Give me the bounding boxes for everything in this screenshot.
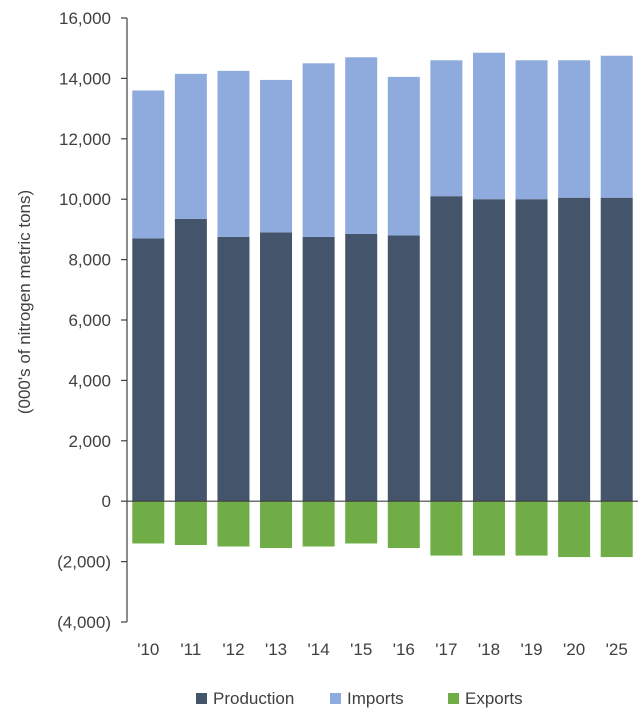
- legend-label-production: Production: [213, 689, 294, 708]
- x-tick-label-16: '16: [393, 640, 415, 659]
- y-tick-label-2-000: 2,000: [68, 432, 111, 451]
- x-tick-label-12: '12: [222, 640, 244, 659]
- x-tick-label-11: '11: [180, 640, 201, 659]
- bar-imports-25: [600, 55, 633, 198]
- bar-production-12: [217, 236, 250, 502]
- x-tick-label-13: '13: [265, 640, 287, 659]
- legend-label-imports: Imports: [347, 689, 404, 708]
- bars-group: [132, 52, 633, 558]
- bar-imports-18: [472, 52, 505, 200]
- bar-exports-10: [132, 501, 165, 544]
- legend-label-exports: Exports: [465, 689, 523, 708]
- x-tick-label-19: '19: [520, 640, 542, 659]
- legend-swatch-exports: [448, 693, 459, 704]
- bar-imports-14: [302, 63, 335, 237]
- legend-swatch-production: [196, 693, 207, 704]
- bar-imports-15: [345, 57, 378, 234]
- y-tick-label-0: 0: [102, 492, 111, 511]
- y-tick-label-2-000: (2,000): [57, 553, 111, 572]
- bar-exports-11: [174, 501, 207, 545]
- x-tick-label-20: '20: [563, 640, 585, 659]
- bar-production-16: [387, 235, 420, 502]
- y-tick-label-12-000: 12,000: [59, 130, 111, 149]
- x-tick-label-15: '15: [350, 640, 372, 659]
- y-axis-title: (000's of nitrogen metric tons): [15, 190, 34, 414]
- legend: Production Imports Exports: [196, 689, 523, 708]
- bar-imports-10: [132, 90, 165, 239]
- bar-exports-25: [600, 501, 633, 558]
- bar-production-10: [132, 238, 165, 502]
- bar-production-20: [558, 197, 591, 502]
- bar-exports-19: [515, 501, 548, 556]
- bar-imports-17: [430, 60, 463, 197]
- y-tick-label-4-000: 4,000: [68, 371, 111, 390]
- x-tick-label-18: '18: [478, 640, 500, 659]
- bar-production-13: [260, 232, 293, 502]
- y-tick-label-10-000: 10,000: [59, 190, 111, 209]
- y-tick-label-8-000: 8,000: [68, 251, 111, 270]
- x-tick-labels: '10 '11 '12 '13 '14 '15 '16 '17 '18 '19 '20 '25: [137, 640, 628, 659]
- bar-imports-20: [558, 60, 591, 198]
- bar-exports-13: [260, 501, 293, 549]
- bar-exports-12: [217, 501, 250, 547]
- bar-imports-13: [260, 79, 293, 233]
- x-tick-label-17: '17: [435, 640, 457, 659]
- bar-production-18: [472, 199, 505, 502]
- bar-production-15: [345, 233, 378, 502]
- bar-production-11: [174, 218, 207, 502]
- bar-exports-18: [472, 501, 505, 556]
- bar-exports-14: [302, 501, 335, 547]
- y-tick-label-14-000: 14,000: [59, 69, 111, 88]
- y-tick-label-6-000: 6,000: [68, 311, 111, 330]
- x-tick-label-14: '14: [308, 640, 330, 659]
- bar-exports-15: [345, 501, 378, 544]
- bar-imports-19: [515, 60, 548, 200]
- bar-exports-16: [387, 501, 420, 549]
- y-tick-label-4-000: (4,000): [57, 613, 111, 632]
- bar-imports-16: [387, 76, 420, 236]
- legend-swatch-imports: [330, 693, 341, 704]
- bar-production-17: [430, 196, 463, 502]
- bar-exports-20: [558, 501, 591, 558]
- bar-exports-17: [430, 501, 463, 556]
- y-tick-labels: 16,000 14,000 12,000 10,000 8,000 6,000 4,000 2…: [57, 9, 127, 632]
- bar-imports-12: [217, 70, 250, 237]
- y-tick-label-16-000: 16,000: [59, 9, 111, 28]
- x-tick-label-10: '10: [137, 640, 159, 659]
- bar-imports-11: [174, 73, 207, 219]
- bar-production-14: [302, 236, 335, 502]
- bar-production-19: [515, 199, 548, 502]
- bar-production-25: [600, 197, 633, 502]
- x-tick-label-25: '25: [606, 640, 628, 659]
